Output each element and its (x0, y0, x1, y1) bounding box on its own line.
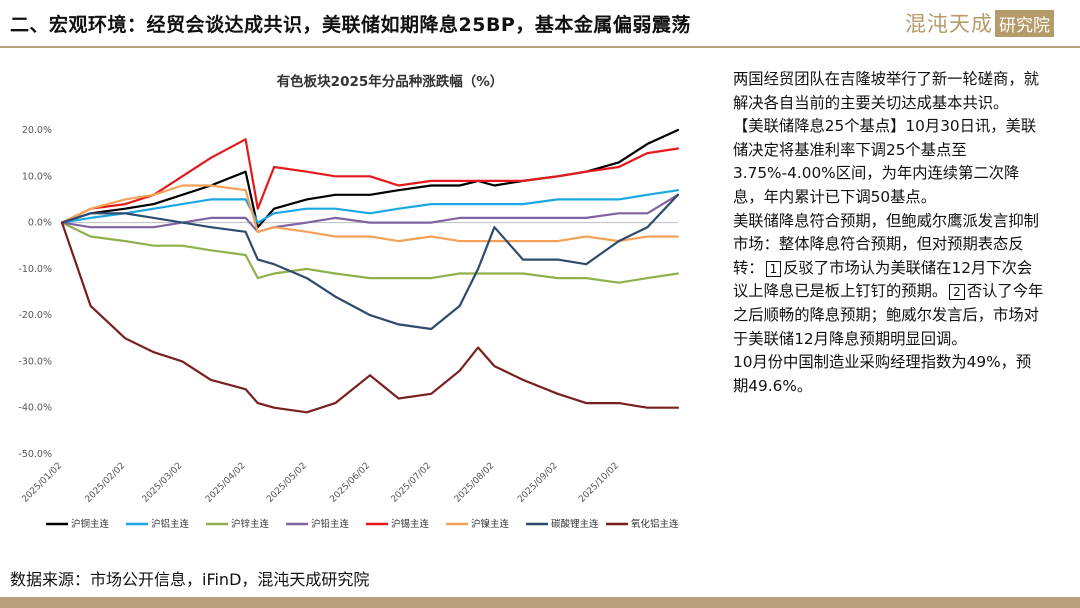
slide-header: 二、宏观环境：经贸会谈达成共识，美联储如期降息25BP，基本金属偏弱震荡 混沌天… (0, 0, 1080, 48)
series-line (60, 221, 680, 414)
y-tick-label: -40.0% (18, 403, 52, 414)
header-divider (0, 46, 1080, 48)
y-tick-label: -30.0% (18, 356, 52, 367)
x-tick-label: 2025/07/02 (390, 461, 434, 505)
series-line (60, 184, 680, 243)
legend-label: 沪铅主连 (311, 518, 350, 530)
y-tick-label: -10.0% (18, 264, 52, 275)
y-tick-label: -20.0% (18, 310, 52, 321)
series-line (60, 193, 680, 331)
legend-label: 碳酸锂主连 (551, 518, 599, 530)
x-tick-label: 2025/10/02 (577, 461, 621, 505)
logo-box: 研究院 (995, 9, 1054, 37)
commentary-panel: 两国经贸团队在吉隆坡举行了新一轮磋商，就解决各自当前的主要关切达成基本共识。 【… (733, 68, 1045, 398)
y-tick-label: 0.0% (28, 218, 52, 229)
commentary-text: 否认了今年之后顺畅的降息预期；鲍威尔发言后，市场对于美联储12月降息预期明显回调… (733, 282, 1044, 348)
footer-bar (0, 597, 1080, 608)
x-tick-label: 2025/06/02 (328, 461, 372, 505)
slide-title: 二、宏观环境：经贸会谈达成共识，美联储如期降息25BP，基本金属偏弱震荡 (10, 14, 691, 36)
commentary-paragraph: 【美联储降息25个基点】10月30日讯，美联储决定将基准利率下调25个基点至3.… (733, 117, 1037, 206)
legend-label: 沪铝主连 (151, 518, 190, 530)
number-badge: 1 (765, 260, 782, 277)
legend-label: 沪铜主连 (71, 518, 110, 530)
y-tick-label: 10.0% (22, 171, 52, 182)
commentary-paragraph: 两国经贸团队在吉隆坡举行了新一轮磋商，就解决各自当前的主要关切达成基本共识。 (733, 70, 1039, 112)
company-logo: 混沌天成 研究院 (905, 8, 1054, 38)
legend-label: 沪锌主连 (231, 518, 270, 530)
x-tick-label: 2025/09/02 (516, 461, 560, 505)
chart-area: 有色板块2025年分品种涨跌幅（%） 20.0% 10.0% 0.0% -10.0% -2… (0, 56, 720, 546)
line-chart: 有色板块2025年分品种涨跌幅（%） 20.0% 10.0% 0.0% -10.0% -2… (18, 73, 680, 530)
x-tick-label: 2025/05/02 (265, 461, 309, 505)
data-source: 数据来源：市场公开信息，iFinD，混沌天成研究院 (10, 570, 370, 589)
series-line (60, 193, 680, 233)
x-tick-label: 2025/03/02 (141, 461, 185, 505)
x-tick-label: 2025/01/02 (20, 461, 64, 505)
series-line (60, 138, 680, 224)
commentary-paragraph: 美联储降息符合预期，但鲍威尔鹰派发言抑制市场：整体降息符合预期，但对预期表态反转… (733, 210, 1045, 352)
series-line (60, 221, 680, 284)
number-badge: 2 (949, 284, 965, 301)
legend-label: 沪镍主连 (471, 518, 510, 530)
x-tick-label: 2025/02/02 (84, 461, 128, 505)
series-line (60, 189, 680, 224)
commentary-text: 美联储降息符合预期，但鲍威尔鹰派发言抑制市场：整体降息符合预期，但对预期表态反转… (733, 211, 1039, 277)
y-tick-label: 20.0% (22, 125, 52, 136)
commentary-paragraph: 10月份中国制造业采购经理指数为49%，预期49.6%。 (733, 353, 1032, 395)
commentary-text: 反驳了市场认为美联储在12月下次会议上降息已是板上钉钉的预期。 (733, 258, 1033, 301)
y-tick-label: -50.0% (18, 449, 52, 460)
logo-text: 混沌天成 (905, 12, 993, 36)
legend-label: 氧化铝主连 (631, 518, 679, 530)
x-tick-label: 2025/08/02 (453, 461, 497, 505)
chart-title: 有色板块2025年分品种涨跌幅（%） (277, 73, 504, 90)
x-tick-label: 2025/04/02 (204, 461, 248, 505)
legend-label: 沪锡主连 (391, 518, 430, 530)
